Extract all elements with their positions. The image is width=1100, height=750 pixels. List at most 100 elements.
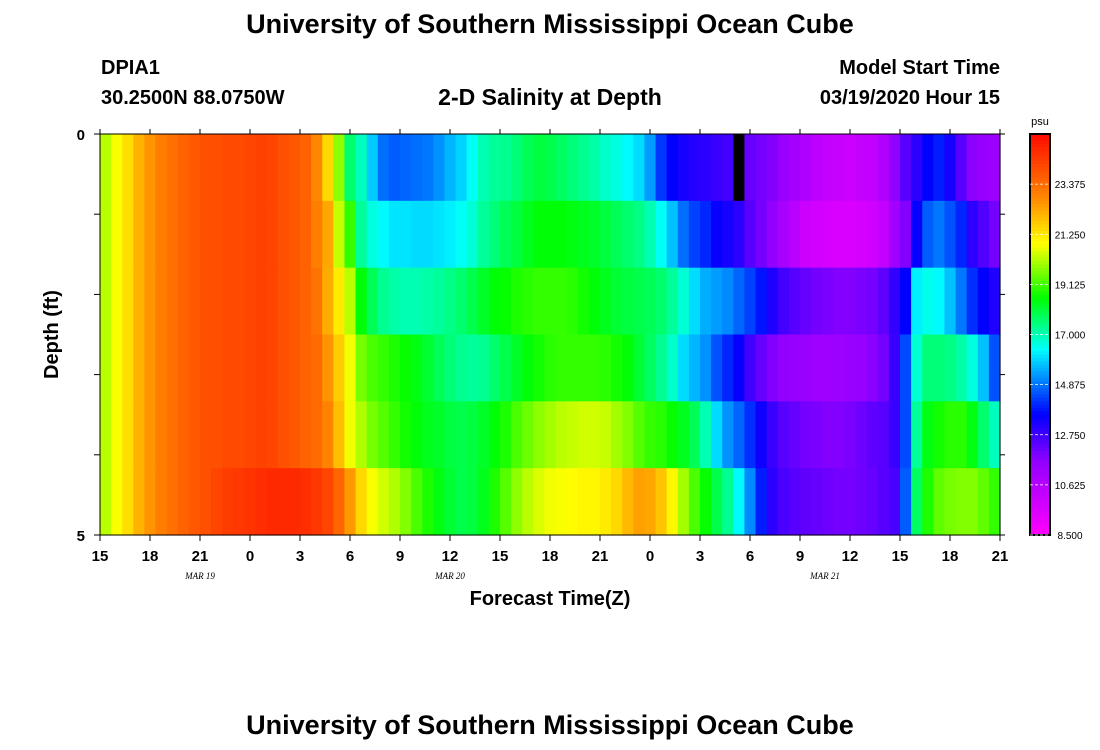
heatmap-cell (755, 468, 768, 536)
heatmap-cell (455, 134, 468, 202)
heatmap-cell (411, 200, 423, 269)
heatmap-cell (311, 401, 323, 469)
heatmap-cell (222, 200, 234, 269)
colorbar-tick-label: 12.750 (1055, 431, 1086, 442)
heatmap-cell (677, 334, 690, 402)
heatmap-cell (588, 401, 601, 469)
colorbar-segment (1030, 444, 1050, 449)
heatmap-cell (888, 468, 901, 536)
heatmap-cell (511, 468, 523, 536)
heatmap-cell (333, 134, 346, 202)
heatmap-cell (244, 267, 257, 336)
heatmap-cell (200, 200, 212, 269)
heatmap-cell (766, 267, 779, 336)
heatmap-cell (644, 200, 657, 269)
heatmap-cell (800, 401, 812, 469)
heatmap-cell (600, 134, 612, 202)
heatmap-cell (255, 134, 268, 202)
heatmap-cell (544, 468, 557, 536)
heatmap-cell (622, 200, 634, 269)
heatmap-cell (533, 200, 546, 269)
colorbar-segment (1030, 314, 1050, 319)
heatmap-cell (811, 200, 823, 269)
heatmap-cell (755, 267, 768, 336)
heatmap-cell (200, 468, 212, 536)
heatmap-cell (911, 468, 923, 536)
heatmap-cell (466, 334, 479, 402)
colorbar-tick-label: 21.250 (1055, 230, 1086, 241)
heatmap-cell (111, 267, 123, 336)
colorbar-segment (1030, 364, 1050, 369)
colorbar-segment (1030, 521, 1050, 526)
colorbar-segment (1030, 478, 1050, 483)
colorbar-segment (1030, 367, 1050, 372)
heatmap-cell (833, 468, 846, 536)
heatmap-cell (944, 334, 957, 402)
heatmap-cell (144, 468, 157, 536)
heatmap-cell (300, 267, 312, 336)
heatmap-cell (977, 200, 990, 269)
main-title: University of Southern Mississippi Ocean… (246, 9, 854, 39)
x-axis-label: Forecast Time(Z) (470, 588, 631, 610)
heatmap-cell (933, 200, 946, 269)
heatmap-cell (911, 200, 923, 269)
heatmap-cell (800, 267, 812, 336)
heatmap-cell (977, 468, 990, 536)
heatmap-cell (111, 134, 123, 202)
colorbar-tick-label: 19.125 (1055, 280, 1086, 291)
heatmap-cell (766, 401, 779, 469)
heatmap-cell (788, 401, 801, 469)
heatmap-cell (255, 200, 268, 269)
heatmap-cell (344, 134, 357, 202)
heatmap-cell (511, 200, 523, 269)
heatmap-cell (388, 200, 401, 269)
heatmap-cell (155, 401, 168, 469)
heatmap-cell (633, 200, 646, 269)
heatmap-cell (588, 134, 601, 202)
heatmap-cell (722, 134, 734, 202)
heatmap-cell (355, 401, 368, 469)
colorbar-segment (1030, 461, 1050, 466)
heatmap-cell (900, 267, 912, 336)
heatmap-cell (933, 468, 946, 536)
heatmap-cell (211, 401, 223, 469)
heatmap-cell (255, 468, 268, 536)
heatmap-cell (477, 401, 490, 469)
heatmap-cell (366, 334, 379, 402)
heatmap-cell (655, 134, 668, 202)
heatmap-cell (222, 267, 234, 336)
colorbar-segment (1030, 401, 1050, 406)
heatmap-cell (777, 200, 790, 269)
heatmap-cell (866, 134, 879, 202)
heatmap-cell (833, 134, 846, 202)
heatmap-cell (900, 468, 912, 536)
heatmap-cell (733, 334, 746, 402)
heatmap-cell (666, 334, 679, 402)
heatmap-cell (955, 134, 968, 202)
heatmap-cell (366, 134, 379, 202)
heatmap-cell (355, 267, 368, 336)
heatmap-cell (300, 200, 312, 269)
heatmap-cell (511, 401, 523, 469)
heatmap-cell (200, 334, 212, 402)
heatmap-cell (822, 134, 834, 202)
colorbar-segment (1030, 468, 1050, 473)
heatmap-cell (388, 468, 401, 536)
colorbar-segment (1030, 247, 1050, 252)
colorbar-segment (1030, 381, 1050, 386)
heatmap-cell (133, 134, 146, 202)
heatmap-cell (466, 468, 479, 536)
heatmap-cell (655, 468, 668, 536)
heatmap-cell (655, 334, 668, 402)
heatmap-cell (888, 334, 901, 402)
heatmap-cell (666, 401, 679, 469)
heatmap-cell (222, 334, 234, 402)
heatmap-cell (788, 200, 801, 269)
colorbar-segment (1030, 264, 1050, 269)
heatmap-cell (277, 200, 290, 269)
heatmap-cell (811, 401, 823, 469)
heatmap-cell (655, 401, 668, 469)
heatmap-cell (911, 401, 923, 469)
colorbar-segment (1030, 411, 1050, 416)
heatmap-cell (844, 267, 857, 336)
